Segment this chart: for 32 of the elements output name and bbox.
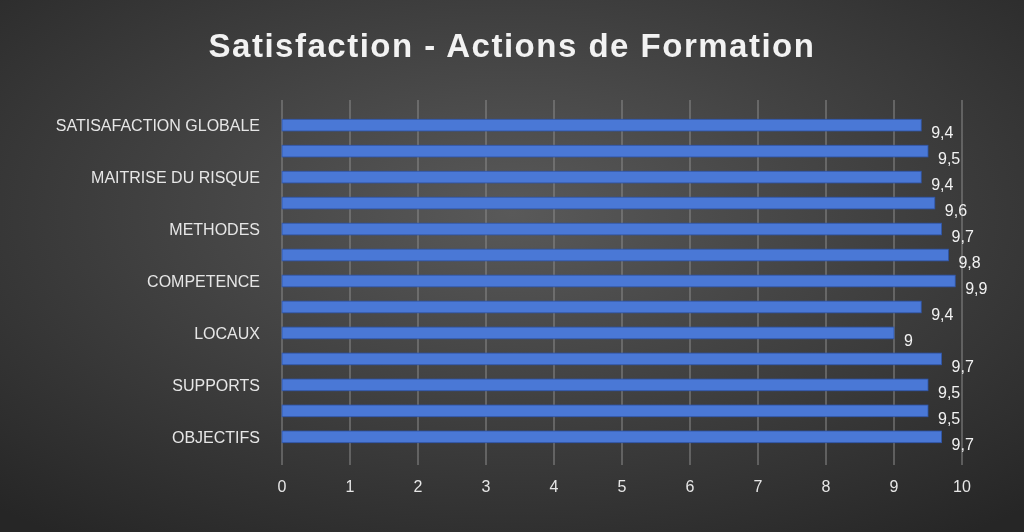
data-label: 9,5: [938, 383, 961, 401]
data-label: 9,8: [958, 254, 981, 272]
data-label: 9,7: [951, 357, 974, 375]
data-label: 9,4: [931, 176, 954, 194]
chart-title: Satisfaction - Actions de Formation: [208, 27, 816, 64]
x-tick-label: 0: [277, 478, 287, 495]
x-tick-label: 6: [685, 478, 695, 495]
x-tick-label: 2: [413, 478, 423, 495]
data-label: 9: [904, 331, 913, 349]
data-label: 9,4: [931, 305, 954, 323]
x-tick-label: 4: [549, 478, 559, 495]
y-tick-label: OBJECTIFS: [171, 428, 260, 446]
y-tick-label: LOCAUX: [194, 324, 261, 342]
y-tick-label: SUPPORTS: [172, 376, 260, 394]
x-tick-label: 10: [953, 478, 971, 495]
x-tick-label: 3: [481, 478, 491, 495]
data-label: 9,5: [938, 409, 961, 427]
y-tick-label: MAITRISE DU RISQUE: [91, 169, 260, 187]
y-tick-label: METHODES: [169, 221, 260, 239]
data-label: 9,7: [951, 435, 974, 453]
x-tick-label: 9: [889, 478, 899, 495]
data-label: 9,7: [951, 228, 974, 246]
x-tick-label: 8: [821, 478, 831, 495]
x-tick-label: 5: [617, 478, 627, 495]
data-label: 9,9: [965, 280, 988, 297]
y-tick-label: COMPETENCE: [147, 273, 260, 290]
x-tick-label: 1: [345, 478, 355, 495]
x-tick-label: 7: [753, 478, 763, 495]
data-label: 9,6: [944, 202, 968, 220]
data-label: 9,5: [938, 150, 961, 168]
data-label: 9,4: [931, 124, 954, 142]
y-tick-label: SATISAFACTION GLOBALE: [55, 117, 260, 135]
